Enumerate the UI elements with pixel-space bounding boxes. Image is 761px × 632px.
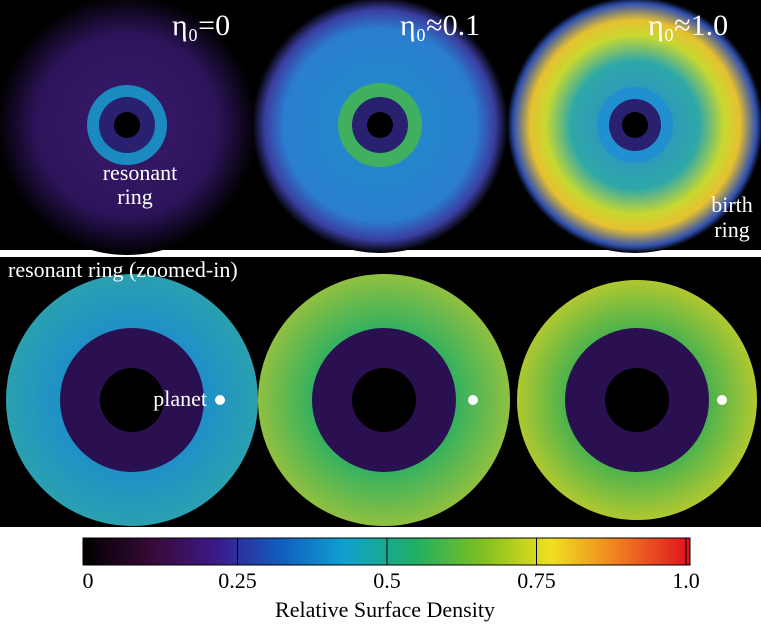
- center: [100, 368, 164, 432]
- zoom-title: resonant ring (zoomed-in): [8, 257, 238, 282]
- center: [605, 368, 669, 432]
- tick-label: 0: [83, 568, 94, 593]
- hole: [114, 112, 140, 138]
- annotation: resonant: [103, 160, 178, 185]
- panel-label: η₀=0: [172, 9, 230, 42]
- hole: [622, 112, 648, 138]
- tick-label: 1.0: [672, 568, 700, 593]
- planet-dot: [468, 395, 478, 405]
- planet-label: planet: [153, 386, 207, 411]
- annotation: birth: [711, 192, 753, 217]
- center: [352, 368, 416, 432]
- hole: [367, 112, 393, 138]
- planet-dot: [717, 395, 727, 405]
- tick-label: 0.75: [517, 568, 556, 593]
- panel-label: η₀≈1.0: [648, 9, 728, 42]
- tick-label: 0.25: [218, 568, 257, 593]
- panel-label: η₀≈0.1: [400, 9, 480, 42]
- tick-label: 0.5: [373, 568, 401, 593]
- annotation: ring: [117, 184, 152, 209]
- annotation: ring: [714, 217, 749, 242]
- colorbar-label: Relative Surface Density: [275, 597, 495, 622]
- planet-dot: [215, 395, 225, 405]
